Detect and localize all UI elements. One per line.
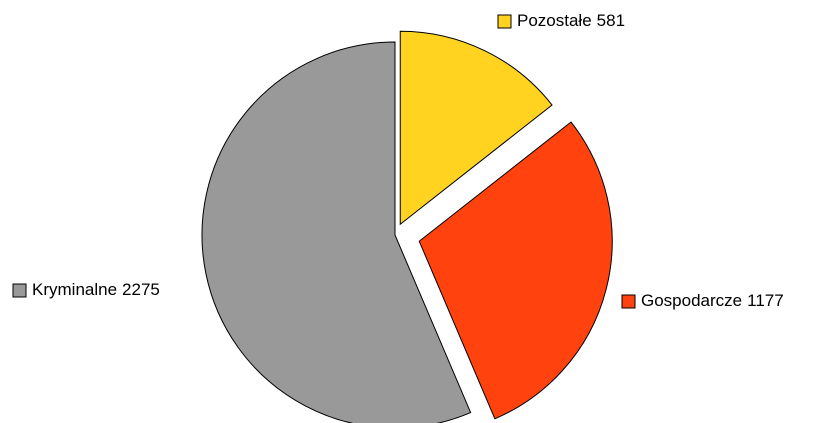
slice-label-value: 581 <box>597 11 625 30</box>
slice-label-name: Gospodarcze <box>641 291 742 310</box>
slice-label-name: Kryminalne <box>32 280 117 299</box>
slice-label-name: Pozostałe <box>517 11 592 30</box>
legend-swatch <box>497 14 512 29</box>
slice-label-value: 2275 <box>122 280 160 299</box>
slice-label: Gospodarcze 1177 <box>641 291 784 310</box>
legend-swatch <box>621 294 636 309</box>
pie-slice <box>418 121 613 420</box>
legend-swatch <box>12 283 27 298</box>
pie-slice <box>201 41 472 423</box>
slice-label: Pozostałe 581 <box>517 11 625 30</box>
pie-slice <box>399 30 553 226</box>
slice-label-value: 1177 <box>747 291 784 310</box>
slice-label: Kryminalne 2275 <box>32 280 160 299</box>
